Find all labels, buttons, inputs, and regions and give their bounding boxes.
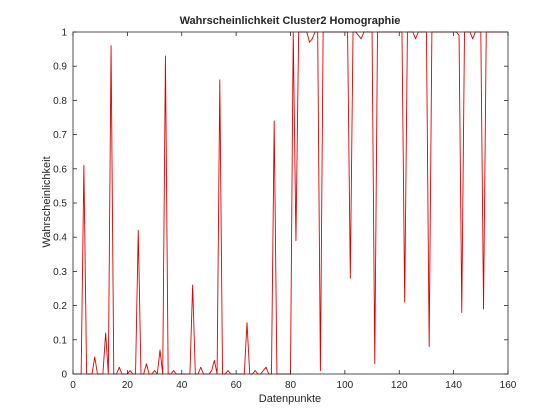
x-tick-label: 40 [176,380,188,391]
y-tick-label: 0 [61,370,67,381]
y-tick-label: 0.7 [53,130,67,141]
y-tick-label: 0.1 [53,335,67,346]
x-tick-label: 160 [500,380,517,391]
plot-area: 0 20 40 60 80 100 120 140 160 0 0.1 0.2 0.3 0.4 0.5 0.6… [53,28,517,392]
x-tick-label: 0 [70,380,76,391]
x-tick-label: 120 [391,380,408,391]
chart-title: Wahrscheinlichkeit Cluster2 Homographie [180,15,401,27]
x-axis-label: Datenpunkte [259,393,321,405]
y-tick-label: 0.5 [53,199,67,210]
x-tick-label: 100 [337,380,354,391]
y-tick-label: 1 [61,28,67,39]
x-tick-label: 60 [231,380,243,391]
y-tick-label: 0.4 [53,233,67,244]
y-tick-label: 0.6 [53,164,67,175]
y-tick-label: 0.8 [53,96,67,107]
y-tick-label: 0.3 [53,267,67,278]
y-tick-label: 0.2 [53,301,67,312]
x-tick-label: 20 [122,380,134,391]
y-tick-label: 0.9 [53,62,67,73]
y-axis-label: Wahrscheinlichkeit [41,156,53,247]
x-tick-label: 80 [285,380,297,391]
x-tick-label: 140 [445,380,462,391]
